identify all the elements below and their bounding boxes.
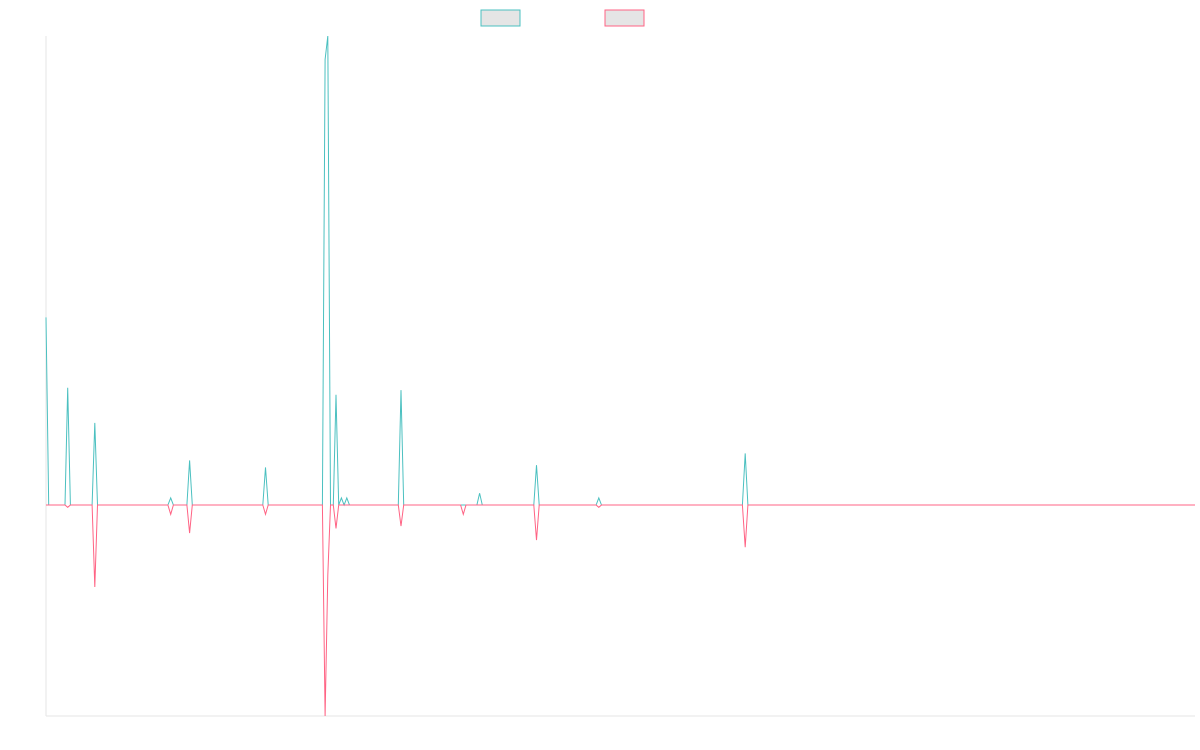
series-1-point[interactable] [743,451,747,455]
series-2-point[interactable] [746,503,750,507]
series-2-point[interactable] [96,503,100,507]
series-2-point[interactable] [402,503,406,507]
series-2-point[interactable] [337,503,341,507]
series-2-line [46,504,1195,717]
series-1-point[interactable] [535,463,539,467]
series-2-point[interactable] [461,512,465,516]
series-2-point[interactable] [188,531,192,535]
axes [45,36,1195,717]
series-1-point[interactable] [399,388,403,392]
series-1-point[interactable] [44,315,48,319]
series-2-point[interactable] [264,512,268,516]
series-2-point[interactable] [171,503,175,507]
series-2-point[interactable] [320,503,324,507]
series-1-point[interactable] [339,496,343,500]
series-1-point[interactable] [264,465,268,469]
series-2-point[interactable] [1193,503,1197,507]
series-1-point[interactable] [93,421,97,425]
series-2-point[interactable] [537,503,541,507]
series-2-point[interactable] [190,503,194,507]
series-2-point[interactable] [740,503,744,507]
series-2-point[interactable] [185,503,189,507]
series-1-point[interactable] [188,458,192,462]
series-1-point[interactable] [345,496,349,500]
series-1-point[interactable] [326,34,330,38]
series-2-point[interactable] [334,526,338,530]
series-2-point[interactable] [166,503,170,507]
series-1-point[interactable] [66,386,70,390]
series-1-point[interactable] [169,496,173,500]
series-2-point[interactable] [600,503,604,507]
series-2-point[interactable] [459,503,463,507]
series-2-point[interactable] [323,714,327,718]
series-1-point[interactable] [597,496,601,500]
series-2-point[interactable] [535,538,539,542]
series-2-point[interactable] [399,524,403,528]
series-2-point[interactable] [331,503,335,507]
series-2-point[interactable] [93,585,97,589]
series-2-point[interactable] [396,503,400,507]
series-1-point[interactable] [334,393,338,397]
series-2-point[interactable] [326,573,330,577]
series-2-point[interactable] [743,545,747,549]
plot-area [44,34,1197,718]
legend [480,9,645,27]
series-1-point[interactable] [323,57,327,61]
series-2-point[interactable] [68,503,72,507]
series-2-point[interactable] [90,503,94,507]
series-2-point[interactable] [464,503,468,507]
legend-swatch-series-1[interactable] [480,9,521,27]
series-1-point[interactable] [478,491,482,495]
series-2-point[interactable] [44,503,48,507]
series-2-point[interactable] [169,512,173,516]
series-2-point[interactable] [266,503,270,507]
legend-swatch-series-2[interactable] [604,9,645,27]
series-2-point[interactable] [261,503,265,507]
series-2-point[interactable] [532,503,536,507]
series-1-line [45,35,1195,507]
